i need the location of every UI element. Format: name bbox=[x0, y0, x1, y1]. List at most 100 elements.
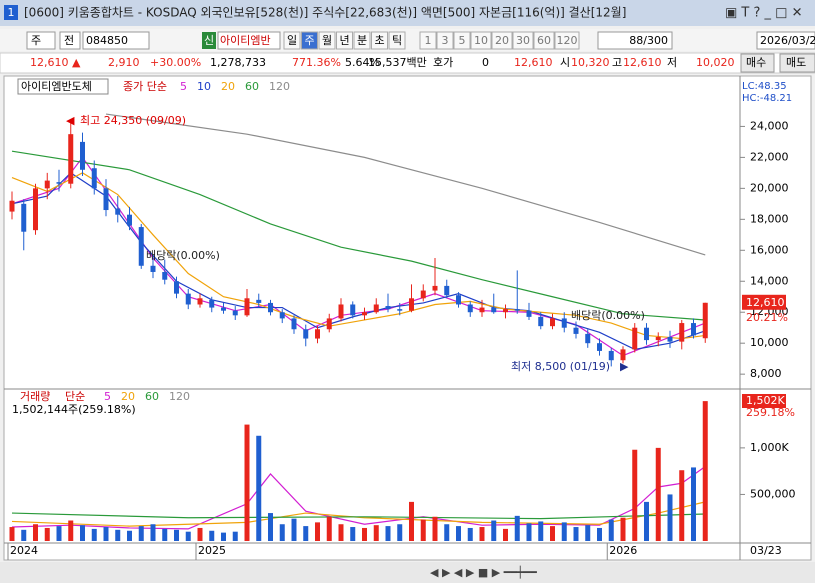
volume-bar bbox=[397, 524, 403, 541]
low-label: 저 bbox=[667, 56, 677, 69]
candle-body bbox=[338, 304, 344, 319]
period-button[interactable] bbox=[491, 31, 513, 50]
title-bar bbox=[0, 0, 815, 26]
volume-bar bbox=[409, 501, 414, 541]
unit-button[interactable] bbox=[283, 31, 301, 50]
candle-body bbox=[632, 327, 638, 350]
unit-text: 월 bbox=[322, 34, 332, 47]
unit-button[interactable] bbox=[388, 31, 406, 50]
candle-body bbox=[185, 293, 191, 305]
period-button[interactable] bbox=[512, 31, 534, 50]
hoga: 0 bbox=[482, 56, 489, 69]
candle-body bbox=[197, 298, 203, 305]
volume-bar bbox=[479, 527, 485, 541]
legend-period: 20 bbox=[221, 80, 235, 93]
amount: 15,537백만 bbox=[368, 56, 427, 69]
volume-ma-line bbox=[11, 512, 706, 520]
x-tick-label: 2026 bbox=[609, 544, 637, 557]
volume-bar bbox=[115, 529, 121, 541]
unit-button[interactable] bbox=[336, 31, 353, 50]
app-icon bbox=[4, 5, 18, 20]
legend-period: 60 bbox=[145, 390, 159, 403]
period-button[interactable] bbox=[453, 31, 471, 50]
candle-body bbox=[115, 208, 121, 215]
volume-bar bbox=[303, 526, 309, 541]
volume-bar bbox=[514, 515, 520, 541]
y-tick-label: 24,000 bbox=[750, 119, 789, 132]
volume-bar bbox=[174, 529, 179, 541]
volume-bar bbox=[655, 447, 661, 541]
candle-body bbox=[432, 285, 438, 291]
candle-body bbox=[268, 302, 273, 313]
volume-bar bbox=[91, 528, 97, 541]
candle-body bbox=[44, 180, 50, 189]
period-button[interactable] bbox=[533, 31, 555, 50]
period-button[interactable] bbox=[554, 31, 580, 50]
high-label: 고 bbox=[612, 56, 622, 69]
volume-bar bbox=[503, 528, 508, 541]
date-box[interactable] bbox=[756, 31, 815, 50]
y-tick-label: 18,000 bbox=[750, 212, 789, 225]
volume-bar bbox=[103, 527, 109, 541]
volume-bar bbox=[44, 527, 50, 541]
badge-text: 신 bbox=[204, 34, 214, 47]
candle-body bbox=[162, 271, 168, 280]
dividend-annotation: 배당락(0.00%) bbox=[571, 309, 645, 322]
legend-period: 60 bbox=[245, 80, 259, 93]
volume-bar bbox=[444, 524, 450, 541]
period-button[interactable] bbox=[470, 31, 492, 50]
unit-button[interactable] bbox=[353, 31, 371, 50]
candle-body bbox=[326, 318, 332, 330]
volume-bar bbox=[385, 526, 391, 541]
volume-bar bbox=[373, 525, 379, 541]
volume-bar bbox=[362, 527, 367, 541]
turnover: 5.64% bbox=[345, 56, 380, 69]
volume-bar bbox=[279, 524, 285, 541]
volume-bar bbox=[232, 531, 238, 541]
candle-body bbox=[127, 214, 132, 226]
code-input[interactable] bbox=[82, 31, 150, 50]
candle-body bbox=[456, 295, 461, 305]
app-icon-text: 1 bbox=[8, 6, 15, 19]
stock-tab[interactable] bbox=[17, 78, 109, 95]
period-text: 20 bbox=[495, 34, 509, 47]
volume-ma-line bbox=[11, 501, 706, 527]
volume-bar bbox=[162, 528, 168, 541]
scroll-controls[interactable]: ◀ ▶ ◀ ▶ ■ ▶ ━━┿━━ bbox=[430, 565, 537, 579]
volume-bar bbox=[350, 527, 356, 541]
unit-button[interactable] bbox=[371, 31, 388, 50]
volume-bar bbox=[691, 467, 696, 541]
period-button[interactable] bbox=[436, 31, 454, 50]
up-arrow: ▲ bbox=[72, 56, 81, 69]
sell-button[interactable] bbox=[779, 53, 815, 73]
period-button[interactable] bbox=[419, 31, 437, 50]
candle-body bbox=[573, 327, 579, 334]
y-tick-label: 20,000 bbox=[750, 181, 789, 194]
hoga-label: 호가 bbox=[433, 56, 453, 69]
volume-bar bbox=[550, 526, 555, 541]
candle-body bbox=[444, 285, 450, 296]
y-tick-label: 16,000 bbox=[750, 243, 789, 256]
open-label: 시 bbox=[560, 56, 570, 69]
period-select[interactable] bbox=[26, 31, 56, 50]
buy-button[interactable] bbox=[740, 53, 775, 73]
count-box[interactable] bbox=[597, 31, 673, 50]
badge bbox=[202, 32, 216, 49]
unit-text: 년 bbox=[339, 34, 349, 47]
candle-body bbox=[503, 309, 508, 313]
prev-button[interactable] bbox=[59, 31, 81, 50]
unit-button[interactable] bbox=[318, 31, 336, 50]
legend-period: 5 bbox=[180, 80, 187, 93]
candle-body bbox=[174, 281, 179, 294]
candle-body bbox=[9, 200, 15, 212]
window-title: [0600] 키움종합차트 - KOSDAQ 외국인보유[528(천)] 주식수… bbox=[24, 5, 626, 20]
window-controls[interactable]: ▣ T ? _ □ ✕ bbox=[725, 6, 802, 21]
candle-body bbox=[397, 309, 403, 311]
code-text: 084850 bbox=[86, 34, 128, 47]
name-box[interactable] bbox=[217, 31, 281, 50]
candle-body bbox=[91, 168, 97, 189]
candle-body bbox=[315, 329, 320, 339]
unit-button[interactable] bbox=[301, 31, 318, 50]
legend-period: 10 bbox=[197, 80, 211, 93]
